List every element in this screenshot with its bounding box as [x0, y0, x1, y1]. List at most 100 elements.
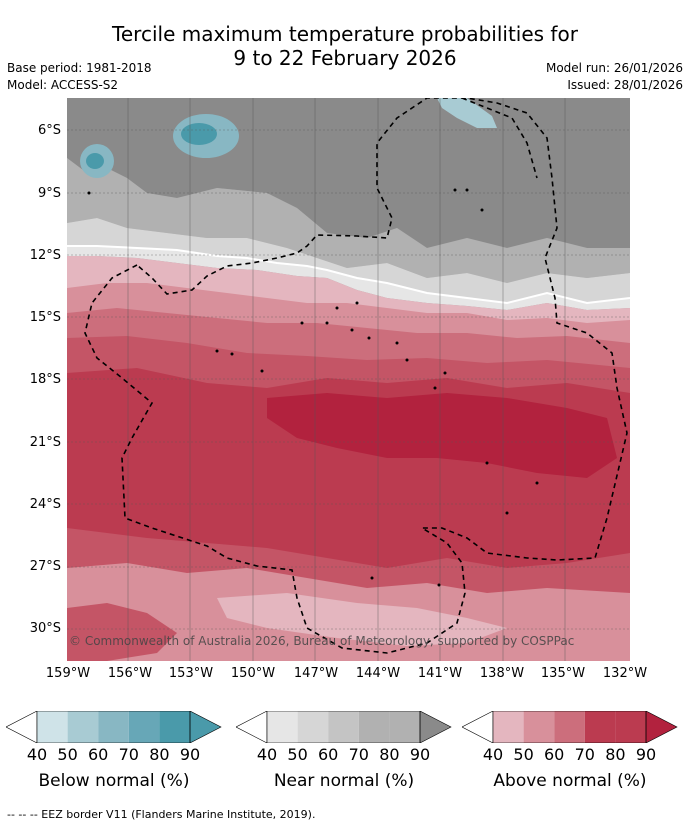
below-normal-blob-1-inner [181, 123, 217, 145]
lat-label-18s: 18°S [29, 372, 61, 387]
colorbar-bin-2 [523, 711, 555, 743]
colorbar-outline [266, 711, 421, 743]
colorbar-bin-5 [159, 711, 190, 743]
legend-above-normal [462, 711, 678, 743]
colorbar-bin-2 [67, 711, 99, 743]
colorbar-near-normal [236, 711, 452, 743]
title-line-1: Tercile maximum temperature probabilitie… [112, 22, 578, 46]
lon-label-159w: 159°W [45, 666, 91, 681]
lon-label-153w: 153°W [168, 666, 214, 681]
map-canvas [67, 98, 630, 661]
lon-label-132w: 132°W [602, 666, 648, 681]
lon-label-144w: 144°W [355, 666, 401, 681]
legend-tick: 80 [379, 745, 400, 764]
legend-near-normal [236, 711, 452, 743]
legend-ticks-below: 40 50 60 70 80 90 [6, 744, 222, 764]
boundary-line-upper [67, 245, 630, 305]
legend-label-near: Near normal (%) [273, 771, 415, 791]
legend-tick: 40 [256, 745, 278, 764]
colorbar-below-normal [6, 711, 222, 743]
near-normal-light-zone [67, 218, 630, 303]
colorbar-outline [492, 711, 647, 743]
colorbar-bin-1 [267, 711, 298, 743]
colorbar-above-normal [462, 711, 678, 743]
island [260, 369, 264, 373]
island [215, 349, 219, 353]
lat-label-27s: 27°S [29, 559, 61, 574]
island [87, 191, 91, 195]
island [465, 188, 469, 192]
legend-label-above: Above normal (%) [493, 771, 647, 791]
legend-tick: 90 [635, 745, 657, 764]
near-normal-pale-zone [67, 246, 630, 310]
island [395, 341, 399, 345]
legend-tick: 90 [409, 745, 431, 764]
chart-title: Tercile maximum temperature probabilitie… [0, 22, 690, 70]
legend-ticks-above: 40 50 60 70 80 90 [462, 744, 678, 764]
island [437, 583, 441, 587]
colorbar-bin-3 [98, 711, 129, 743]
eez-borders [84, 98, 628, 654]
lon-label-135w: 135°W [540, 666, 586, 681]
colorbar-arrow-low [236, 711, 268, 743]
legend-tick: 70 [118, 745, 139, 764]
island [480, 208, 484, 212]
colorbar-arrow-high [645, 711, 678, 743]
colorbar-bin-4 [358, 711, 390, 743]
meta-right: Model run: 26/01/2026 Issued: 28/01/2026 [546, 60, 683, 94]
island [300, 321, 304, 325]
colorbar-bin-3 [328, 711, 359, 743]
copyright-notice: © Commonwealth of Australia 2026, Bureau… [69, 634, 575, 648]
island [443, 371, 447, 375]
below-normal-blob-2-inner [86, 153, 104, 169]
title-line-2: 9 to 22 February 2026 [233, 46, 457, 70]
legend-ticks-near: 40 50 60 70 80 90 [236, 744, 452, 764]
above-normal-sw-corner-zone [67, 603, 177, 661]
island [335, 306, 339, 310]
meta-left: Base period: 1981-2018 Model: ACCESS-S2 [7, 60, 152, 94]
colorbar-bin-2 [297, 711, 329, 743]
islands [87, 188, 539, 587]
lat-label-6s: 6°S [37, 123, 61, 138]
above-normal-max-zone [267, 393, 617, 478]
colorbar-bin-3 [554, 711, 585, 743]
lon-label-138w: 138°W [479, 666, 525, 681]
island [535, 481, 539, 485]
legend-tick: 70 [348, 745, 369, 764]
island [230, 352, 234, 356]
eez-border-legend: -- -- -- EEZ border V11 (Flanders Marine… [7, 808, 316, 821]
lon-label-156w: 156°W [107, 666, 153, 681]
island [325, 321, 329, 325]
legend-tick: 50 [57, 745, 78, 764]
legend-label-below: Below normal (%) [38, 771, 190, 791]
colorbar-bin-4 [584, 711, 616, 743]
lat-label-30s: 30°S [29, 621, 61, 636]
colorbar-arrow-high [419, 711, 452, 743]
model-name: Model: ACCESS-S2 [7, 78, 119, 92]
colorbar-outline [36, 711, 191, 743]
colorbar-bin-4 [128, 711, 160, 743]
colorbar-bin-5 [389, 711, 420, 743]
legend-tick: 60 [544, 745, 565, 764]
legend-tick: 50 [287, 745, 308, 764]
lat-label-24s: 24°S [29, 497, 61, 512]
legend-tick: 90 [179, 745, 201, 764]
island [350, 328, 354, 332]
island [453, 188, 457, 192]
colorbar-arrow-low [462, 711, 494, 743]
lat-label-9s: 9°S [37, 186, 61, 201]
legend-tick: 80 [149, 745, 170, 764]
model-run: Model run: 26/01/2026 [545, 61, 683, 75]
near-normal-mid-zone [67, 158, 630, 283]
colorbar-bin-5 [615, 711, 646, 743]
colorbar-arrow-low [6, 711, 38, 743]
lat-label-15s: 15°S [29, 310, 61, 325]
legend-tick: 40 [482, 745, 504, 764]
grid-lines [67, 98, 630, 661]
legend-tick: 80 [605, 745, 626, 764]
base-period: Base period: 1981-2018 [7, 61, 152, 75]
lat-label-21s: 21°S [29, 435, 61, 450]
island [367, 336, 371, 340]
lon-label-150w: 150°W [230, 666, 276, 681]
colorbar-arrow-high [189, 711, 222, 743]
